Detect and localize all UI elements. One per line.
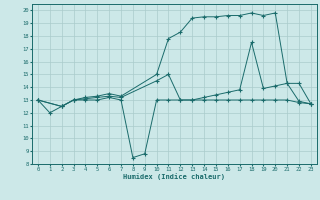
X-axis label: Humidex (Indice chaleur): Humidex (Indice chaleur): [124, 173, 225, 180]
